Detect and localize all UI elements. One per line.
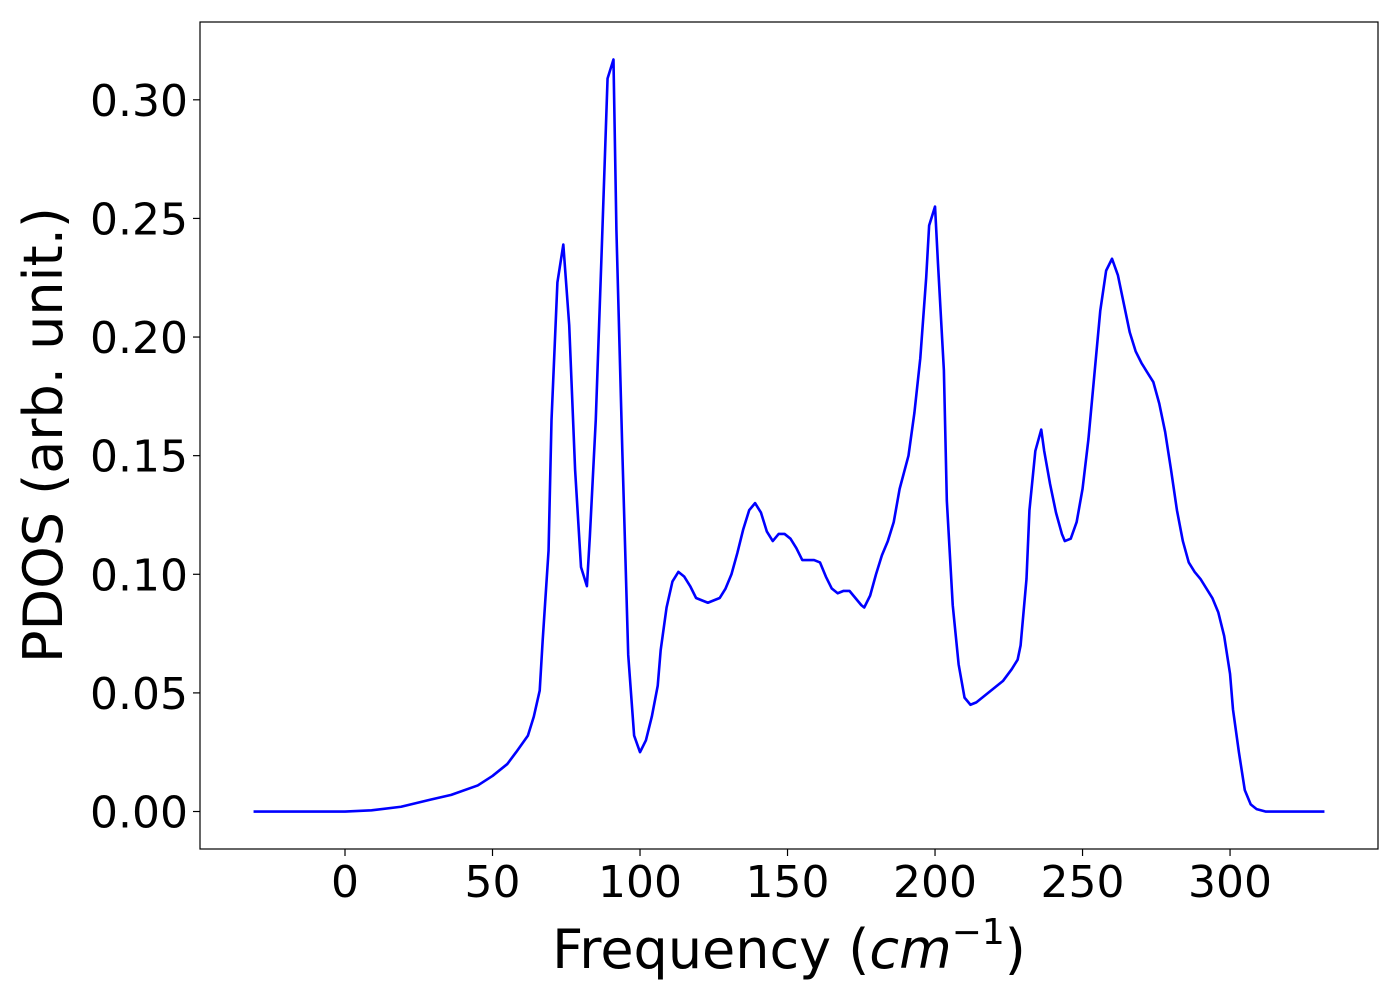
- x-tick-label: 50: [465, 857, 521, 908]
- x-label-part: Frequency (: [552, 918, 869, 981]
- x-tick-label: 150: [746, 857, 830, 908]
- x-label-part: ): [1005, 918, 1026, 981]
- x-label-part: cm: [869, 918, 951, 981]
- plot-frame: [199, 21, 1379, 850]
- x-tick-label: 300: [1188, 857, 1272, 908]
- x-tick-label: 250: [1041, 857, 1125, 908]
- y-tick-label: 0.30: [90, 76, 188, 127]
- x-tick-label: 0: [331, 857, 359, 908]
- x-tick-label: 100: [598, 857, 682, 908]
- y-tick-label: 0.20: [90, 313, 188, 364]
- y-tick-label: 0.15: [90, 432, 188, 483]
- y-tick-label: 0.25: [90, 194, 188, 245]
- y-tick-label: 0.00: [90, 788, 188, 839]
- x-tick-label: 200: [893, 857, 977, 908]
- data-line: [253, 58, 1325, 813]
- x-label-part: −1: [952, 912, 1005, 953]
- y-tick-label: 0.05: [90, 669, 188, 720]
- y-axis-label: PDOS (arb. unit.): [12, 207, 75, 663]
- y-tick-label: 0.10: [90, 550, 188, 601]
- x-axis-label: Frequency (cm−1): [552, 912, 1026, 981]
